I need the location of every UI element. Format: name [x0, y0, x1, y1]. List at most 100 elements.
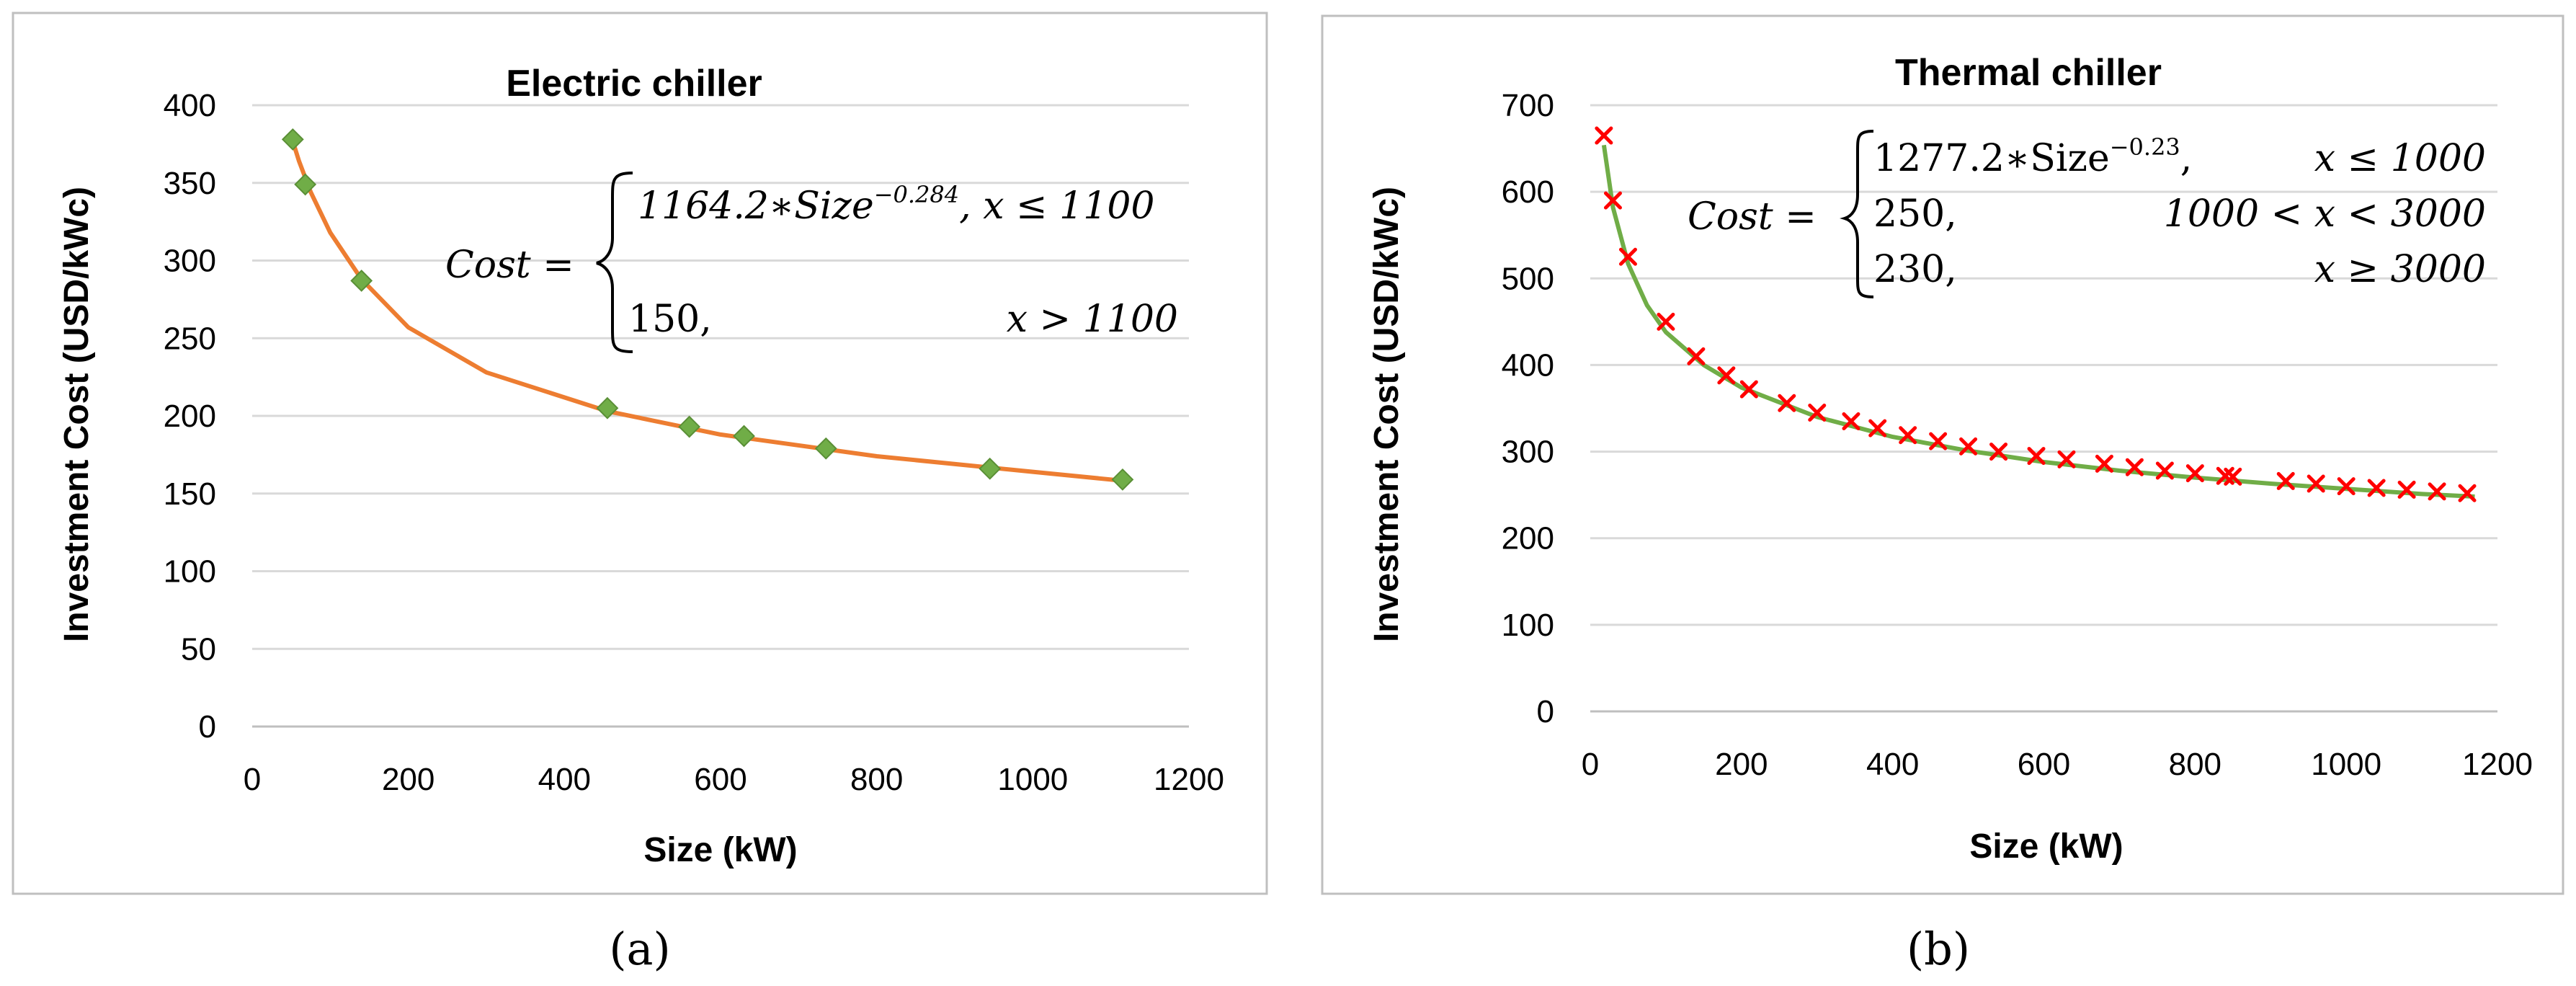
equation-brace-a: [596, 172, 633, 353]
data-point-b-5: [1717, 366, 1736, 385]
data-point-b-26: [2367, 479, 2386, 497]
x-tick-label-b-3: 600: [2018, 747, 2070, 782]
data-point-b-20: [2185, 464, 2204, 483]
panel-label-b: (b): [1907, 923, 1970, 975]
data-point-a-5: [733, 425, 755, 448]
y-tick-label-a-4: 200: [164, 399, 216, 434]
y-tick-label-b-6: 600: [1502, 174, 1554, 210]
x-tick-label-a-0: 0: [244, 762, 261, 797]
equation-lhs-b: Cost =: [1688, 195, 1817, 239]
y-axis-label-b: Investment Cost (USD/kWc): [1368, 187, 1406, 642]
x-ticks-b: 0 200 400 600 800 1000 1200: [1582, 747, 2533, 782]
data-point-b-13: [1959, 437, 1978, 456]
equation-row1-exp-a: −0.284: [874, 181, 959, 208]
data-point-b-6: [1739, 380, 1758, 399]
panel-label-a: (a): [609, 923, 670, 975]
data-point-a-2: [350, 270, 373, 292]
chart-title-b: Thermal chiller: [1895, 52, 2162, 94]
grid-a: [252, 104, 1189, 728]
data-point-a-3: [596, 396, 619, 419]
equation-row2-val-b: 250,: [1873, 192, 1957, 236]
data-points-a: [281, 128, 1134, 491]
data-point-b-2: [1618, 247, 1637, 266]
y-ticks-b: 0 100 200 300 400 500 600 700: [1502, 88, 1554, 729]
x-tick-label-b-6: 1200: [2462, 747, 2533, 782]
y-tick-label-a-3: 150: [164, 476, 216, 512]
equation-row1-cond-b: x ≤ 1000: [2314, 137, 2486, 180]
equation-brace-b: [1840, 130, 1874, 298]
data-point-a-0: [281, 128, 304, 151]
data-point-b-10: [1868, 419, 1887, 438]
equation-row1-exp-b: −0.23: [2110, 133, 2180, 161]
data-point-b-19: [2155, 461, 2174, 480]
data-point-b-25: [2337, 477, 2356, 496]
equation-lhs-a: Cost =: [445, 244, 574, 287]
data-point-b-8: [1808, 404, 1827, 422]
equation-row3-val-b: 230,: [1873, 248, 1957, 291]
data-point-b-11: [1899, 426, 1917, 445]
x-ticks-a: 0 200 400 600 800 1000 1200: [244, 762, 1224, 797]
x-axis-label-a: Size (kW): [643, 831, 797, 869]
y-tick-label-b-0: 0: [1537, 694, 1554, 729]
y-tick-label-a-2: 100: [164, 554, 216, 590]
equation-b: Cost = 1277.2∗Size−0.23, x ≤ 1000 250, 1…: [1688, 130, 2486, 298]
equation-row1-a: 1164.2∗Size−0.284, x ≤ 1100: [638, 181, 1155, 228]
data-points-b: [1595, 126, 2477, 502]
equation-row1-coef-b: 1277.2∗Size: [1873, 137, 2110, 180]
data-point-a-7: [979, 457, 1002, 480]
data-point-b-4: [1687, 347, 1706, 365]
x-tick-label-b-0: 0: [1582, 747, 1599, 782]
equation-row1-b: 1277.2∗Size−0.23,: [1873, 133, 2192, 180]
data-point-b-0: [1595, 126, 1613, 145]
data-point-b-16: [2057, 450, 2076, 468]
data-point-b-15: [2027, 447, 2046, 466]
data-point-a-4: [678, 415, 701, 438]
data-point-b-22: [2224, 467, 2242, 486]
equation-a: Cost = 1164.2∗Size−0.284, x ≤ 1100 150, …: [445, 172, 1178, 353]
data-point-b-12: [1929, 432, 1948, 450]
equation-row1-coef-a: 1164.2∗Size: [638, 185, 874, 228]
data-point-b-14: [1989, 443, 2008, 461]
y-tick-label-b-3: 300: [1502, 435, 1554, 470]
y-tick-label-a-0: 0: [199, 709, 216, 745]
y-tick-label-b-4: 400: [1502, 347, 1554, 383]
data-point-b-28: [2428, 482, 2446, 501]
x-tick-label-a-1: 200: [382, 762, 434, 797]
x-tick-label-b-2: 400: [1866, 747, 1919, 782]
x-axis-label-b: Size (kW): [1969, 827, 2123, 866]
chart-frame-b: [1321, 14, 2564, 895]
equation-row1-cond-a: , x ≤ 1100: [959, 185, 1154, 228]
y-tick-label-a-8: 400: [164, 88, 216, 123]
data-point-b-7: [1778, 394, 1796, 412]
data-point-a-1: [294, 173, 317, 196]
data-point-b-23: [2276, 471, 2295, 490]
y-tick-label-b-7: 700: [1502, 88, 1554, 123]
y-tick-label-a-6: 300: [164, 244, 216, 279]
data-point-b-9: [1842, 412, 1860, 431]
fit-curve-b: [1601, 144, 2475, 499]
data-point-a-6: [814, 437, 837, 460]
chart-panel-thermal: 0 200 400 600 800 1000 1200 0 100 200 300 400 500 60…: [1321, 14, 2564, 895]
y-tick-label-b-1: 100: [1502, 608, 1554, 643]
x-tick-label-b-4: 800: [2169, 747, 2221, 782]
x-tick-label-b-5: 1000: [2311, 747, 2381, 782]
fit-line-b: [1601, 144, 2475, 499]
x-tick-label-a-5: 1000: [997, 762, 1068, 797]
equation-row2-cond-b: 1000 < x < 3000: [2164, 192, 2486, 236]
x-tick-label-a-6: 1200: [1154, 762, 1224, 797]
y-axis-label-a: Investment Cost (USD/kWc): [58, 187, 96, 642]
data-point-b-29: [2458, 484, 2477, 502]
equation-row3-cond-b: x ≥ 3000: [2314, 248, 2486, 291]
x-tick-label-b-1: 200: [1715, 747, 1768, 782]
data-point-b-18: [2125, 458, 2144, 476]
y-tick-label-a-1: 50: [181, 631, 216, 667]
y-tick-label-b-5: 500: [1502, 261, 1554, 296]
grid-b: [1590, 104, 2497, 713]
data-point-b-27: [2397, 480, 2416, 499]
x-tick-label-a-4: 800: [850, 762, 903, 797]
equation-row1-comma-b: ,: [2180, 137, 2193, 180]
equation-row2-cond-a: x > 1100: [1007, 298, 1178, 341]
equation-row2-val-a: 150,: [628, 298, 712, 341]
chart-title-a: Electric chiller: [506, 63, 762, 105]
